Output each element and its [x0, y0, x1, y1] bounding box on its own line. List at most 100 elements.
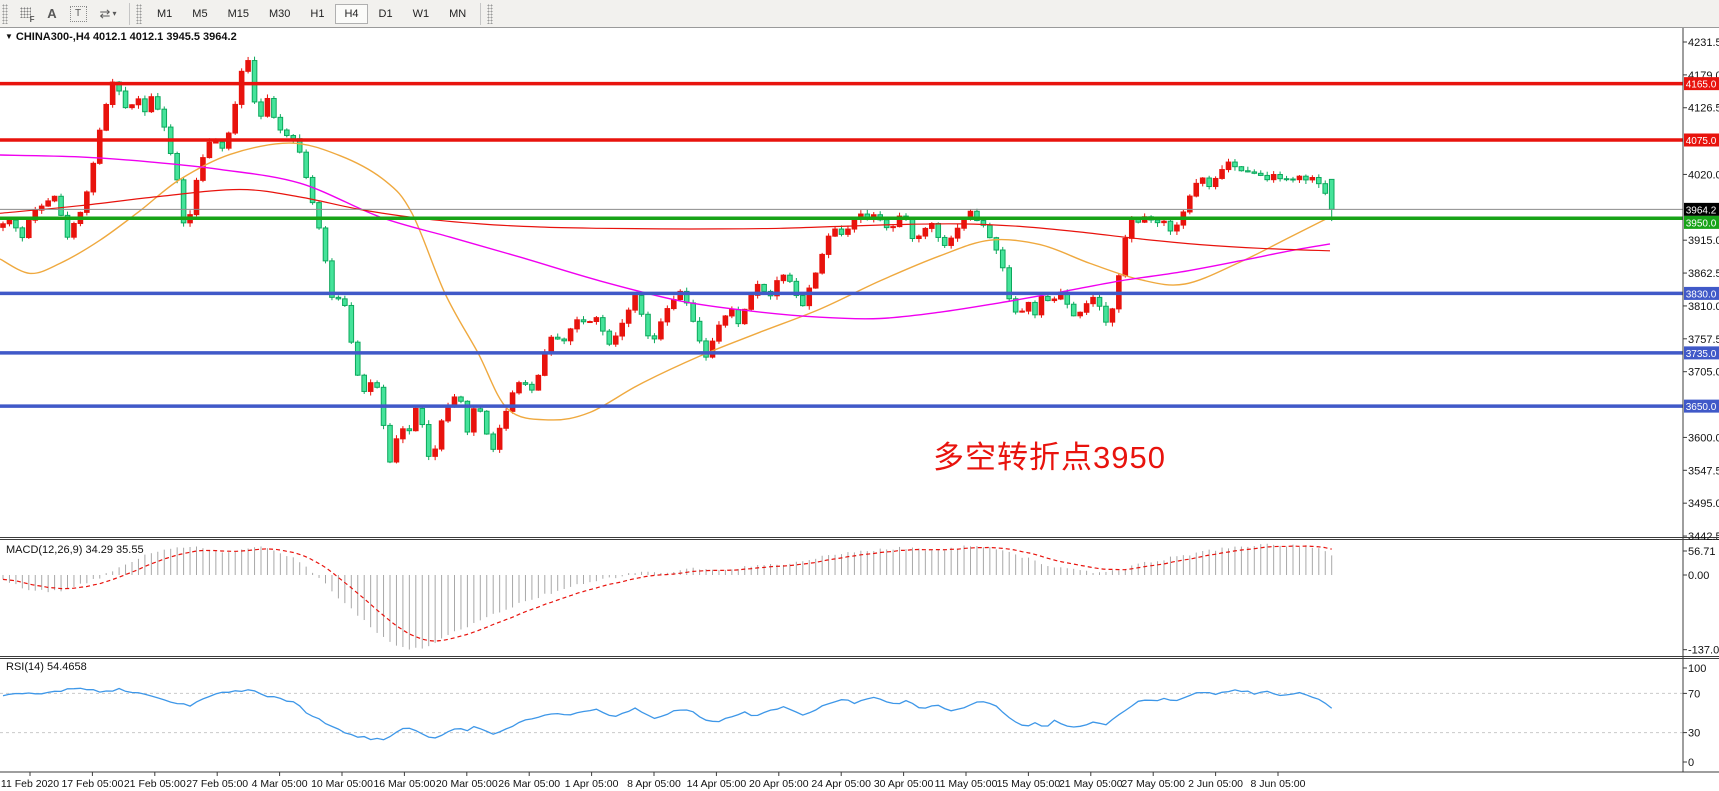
collapse-icon[interactable]: ▼	[5, 32, 13, 41]
price-axis[interactable]: 4231.54179.04126.54020.03915.03862.53810…	[1683, 37, 1719, 769]
toolbar-grip[interactable]	[487, 3, 494, 24]
candle-body	[84, 191, 90, 213]
timeframe-w1[interactable]: W1	[404, 4, 439, 24]
candle-body	[503, 410, 509, 429]
date-label: 4 Mar 05:00	[252, 778, 308, 790]
candle-body	[954, 227, 961, 239]
candle-body	[180, 179, 187, 224]
candle-body	[1045, 295, 1051, 302]
candle-body	[1109, 308, 1116, 323]
macd-tick-label: 56.71	[1688, 546, 1716, 558]
candle-body	[342, 298, 348, 306]
candle-body	[303, 151, 309, 178]
price-tick-label: 3442.5	[1688, 531, 1719, 543]
text-label-tool-button[interactable]: A	[39, 3, 65, 24]
candle-body	[1303, 175, 1309, 181]
candle-body	[0, 223, 6, 228]
candle-body	[812, 272, 819, 289]
price-badge-label: 4165.0	[1686, 80, 1717, 91]
date-axis[interactable]: 11 Feb 2020 17 Feb 05:00 21 Feb 05:00 27 Fe…	[1, 772, 1306, 790]
candle-body	[909, 218, 916, 240]
candle-body	[593, 317, 600, 323]
candle-body	[19, 227, 26, 239]
candle-body	[825, 235, 832, 255]
candle-body	[90, 162, 97, 193]
candle-body	[761, 283, 767, 292]
candle-body	[1316, 176, 1322, 185]
rsi-tick-label: 100	[1688, 663, 1706, 675]
text-tool-icon: T	[69, 5, 87, 22]
candle-body	[1167, 220, 1174, 232]
price-badge-label: 3830.0	[1686, 289, 1717, 300]
ma-magenta-line	[0, 154, 1331, 320]
candle-body	[993, 237, 1000, 251]
candle-body	[264, 97, 271, 117]
price-badge-label: 4075.0	[1686, 136, 1717, 147]
candle-body	[1193, 182, 1200, 197]
candle-body	[741, 308, 748, 325]
grid-f-tool-button[interactable]: F	[13, 3, 39, 24]
date-label: 21 May 05:00	[1059, 778, 1123, 790]
candle-body	[987, 224, 993, 239]
rsi-panel	[0, 687, 1683, 741]
candle-body	[64, 214, 71, 238]
timeframe-m30[interactable]: M30	[260, 4, 299, 24]
candle-body	[1012, 298, 1019, 313]
candle-body	[354, 341, 361, 376]
candle-body	[387, 424, 393, 463]
toolbar-grip[interactable]	[136, 3, 142, 24]
date-label: 8 Jun 05:00	[1251, 778, 1306, 790]
candle-body	[361, 374, 367, 392]
timeframe-m5[interactable]: M5	[183, 4, 216, 24]
candle-body	[1083, 303, 1090, 313]
candle-body	[129, 104, 135, 109]
timeframe-h4[interactable]: H4	[335, 3, 368, 24]
rsi-line	[2, 687, 1333, 741]
candle-body	[1090, 296, 1096, 305]
text-tool-button[interactable]: T	[65, 3, 91, 24]
toolbar-grip[interactable]	[2, 3, 8, 24]
candle-body	[716, 324, 722, 342]
timeframe-d1[interactable]: D1	[370, 4, 402, 24]
timeframe-m15[interactable]: M15	[219, 4, 258, 24]
candle-body	[574, 319, 580, 330]
candle-body	[677, 290, 684, 301]
price-badge-4165.0	[1684, 77, 1719, 91]
candle-body	[1206, 177, 1212, 188]
candle-body	[135, 98, 142, 106]
candle-body	[632, 295, 638, 311]
candle-body	[535, 374, 542, 391]
candle-body	[567, 328, 574, 342]
macd-tick-label: -137.01	[1688, 645, 1719, 657]
candle-body	[206, 141, 213, 159]
candle-body	[1038, 295, 1045, 316]
date-label: 24 Apr 05:00	[811, 778, 871, 790]
timeframe-mn[interactable]: MN	[440, 4, 475, 24]
candle-body	[516, 382, 522, 394]
candle-body	[309, 176, 316, 204]
candle-body	[148, 96, 155, 113]
cycle-arrows-button[interactable]: ⇄ ▾	[91, 3, 125, 24]
macd-tick-label: 0.00	[1688, 570, 1709, 582]
candle-body	[600, 317, 606, 332]
date-label: 16 Mar 05:00	[373, 778, 435, 790]
candle-body	[1070, 303, 1077, 317]
candle-body	[406, 428, 413, 432]
candle-body	[696, 320, 703, 342]
candle-body	[787, 274, 793, 282]
candle-body	[26, 219, 32, 239]
candle-body	[838, 228, 845, 235]
candle-body	[1161, 220, 1167, 224]
price-badge-3650.0	[1684, 399, 1719, 413]
chart-frame	[0, 28, 1719, 773]
main-chart-panel	[0, 56, 1683, 464]
price-tick-label: 4126.5	[1688, 103, 1719, 115]
rsi-tick-label: 30	[1688, 728, 1700, 740]
price-tick-label: 3600.0	[1688, 432, 1719, 444]
candle-body	[413, 407, 419, 432]
price-badge-3950.0	[1684, 215, 1719, 229]
timeframe-h1[interactable]: H1	[301, 4, 333, 24]
timeframe-m1[interactable]: M1	[148, 4, 181, 24]
